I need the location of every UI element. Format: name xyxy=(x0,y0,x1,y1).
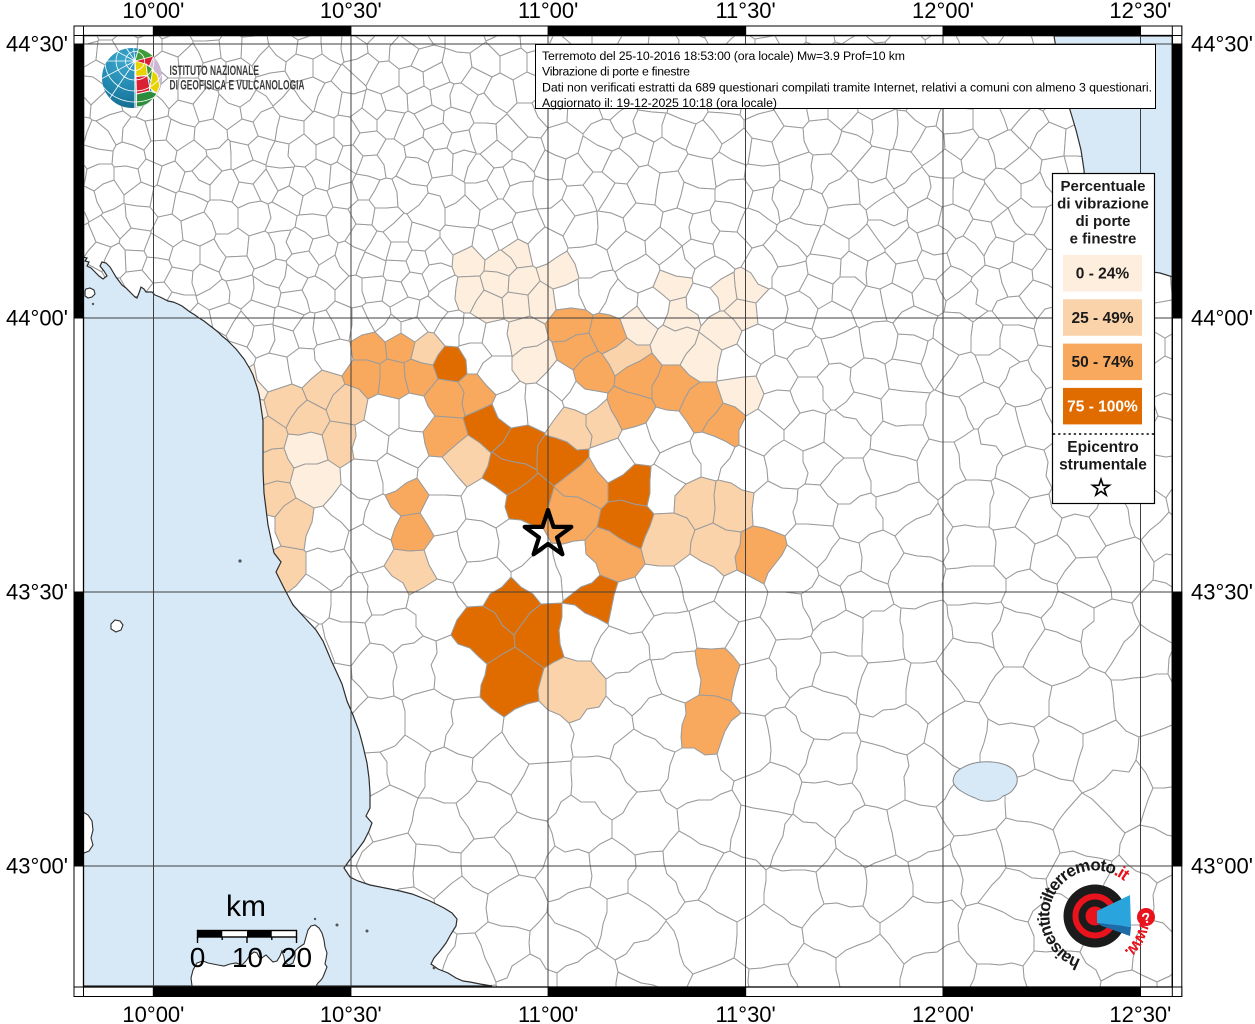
svg-text:0 - 24%: 0 - 24% xyxy=(1076,266,1130,283)
svg-text:50 - 74%: 50 - 74% xyxy=(1071,354,1133,371)
svg-text:0: 0 xyxy=(190,942,206,973)
svg-text:Vibrazione di porte e finestre: Vibrazione di porte e finestre xyxy=(542,65,690,79)
svg-text:ISTITUTO NAZIONALE: ISTITUTO NAZIONALE xyxy=(170,62,260,78)
svg-text:43°30': 43°30' xyxy=(1191,580,1253,605)
svg-text:10: 10 xyxy=(232,942,263,973)
svg-text:10°30': 10°30' xyxy=(320,1002,382,1024)
svg-text:20: 20 xyxy=(281,942,312,973)
svg-text:DI GEOFISICA E VULCANOLOGIA: DI GEOFISICA E VULCANOLOGIA xyxy=(170,77,305,93)
svg-text:44°00': 44°00' xyxy=(6,306,68,331)
svg-text:75 - 100%: 75 - 100% xyxy=(1067,398,1138,415)
svg-text:12°00': 12°00' xyxy=(912,1002,974,1024)
svg-text:11°30': 11°30' xyxy=(715,1002,775,1024)
svg-text:e finestre: e finestre xyxy=(1070,231,1137,248)
svg-text:11°00': 11°00' xyxy=(518,0,578,23)
svg-text:strumentale: strumentale xyxy=(1059,457,1147,474)
svg-text:di vibrazione: di vibrazione xyxy=(1057,196,1149,213)
svg-text:44°00': 44°00' xyxy=(1191,306,1253,331)
svg-text:43°00': 43°00' xyxy=(1191,854,1253,879)
svg-text:Terremoto del 25-10-2016 18:53: Terremoto del 25-10-2016 18:53:00 (ora l… xyxy=(542,49,905,63)
svg-text:11°30': 11°30' xyxy=(715,0,775,23)
svg-text:44°30': 44°30' xyxy=(1191,32,1253,57)
svg-text:25 - 49%: 25 - 49% xyxy=(1071,310,1133,327)
svg-text:12°00': 12°00' xyxy=(912,0,974,23)
svg-text:Percentuale: Percentuale xyxy=(1060,178,1145,195)
svg-text:10°30': 10°30' xyxy=(320,0,382,23)
svg-text:43°30': 43°30' xyxy=(6,580,68,605)
svg-text:Epicentro: Epicentro xyxy=(1067,439,1138,456)
svg-text:10°00': 10°00' xyxy=(122,0,184,23)
svg-text:12°30': 12°30' xyxy=(1109,0,1171,23)
svg-text:11°00': 11°00' xyxy=(518,1002,578,1024)
svg-text:43°00': 43°00' xyxy=(6,854,68,879)
svg-text:10°00': 10°00' xyxy=(122,1002,184,1024)
svg-text:km: km xyxy=(226,890,266,923)
svg-text:44°30': 44°30' xyxy=(6,32,68,57)
svg-text:12°30': 12°30' xyxy=(1109,1002,1171,1024)
svg-text:Aggiornato il: 19-12-2025 10:1: Aggiornato il: 19-12-2025 10:18 (ora loc… xyxy=(542,96,777,110)
svg-text:di porte: di porte xyxy=(1076,213,1131,230)
svg-text:Dati non verificati estratti d: Dati non verificati estratti da 689 ques… xyxy=(542,80,1152,94)
